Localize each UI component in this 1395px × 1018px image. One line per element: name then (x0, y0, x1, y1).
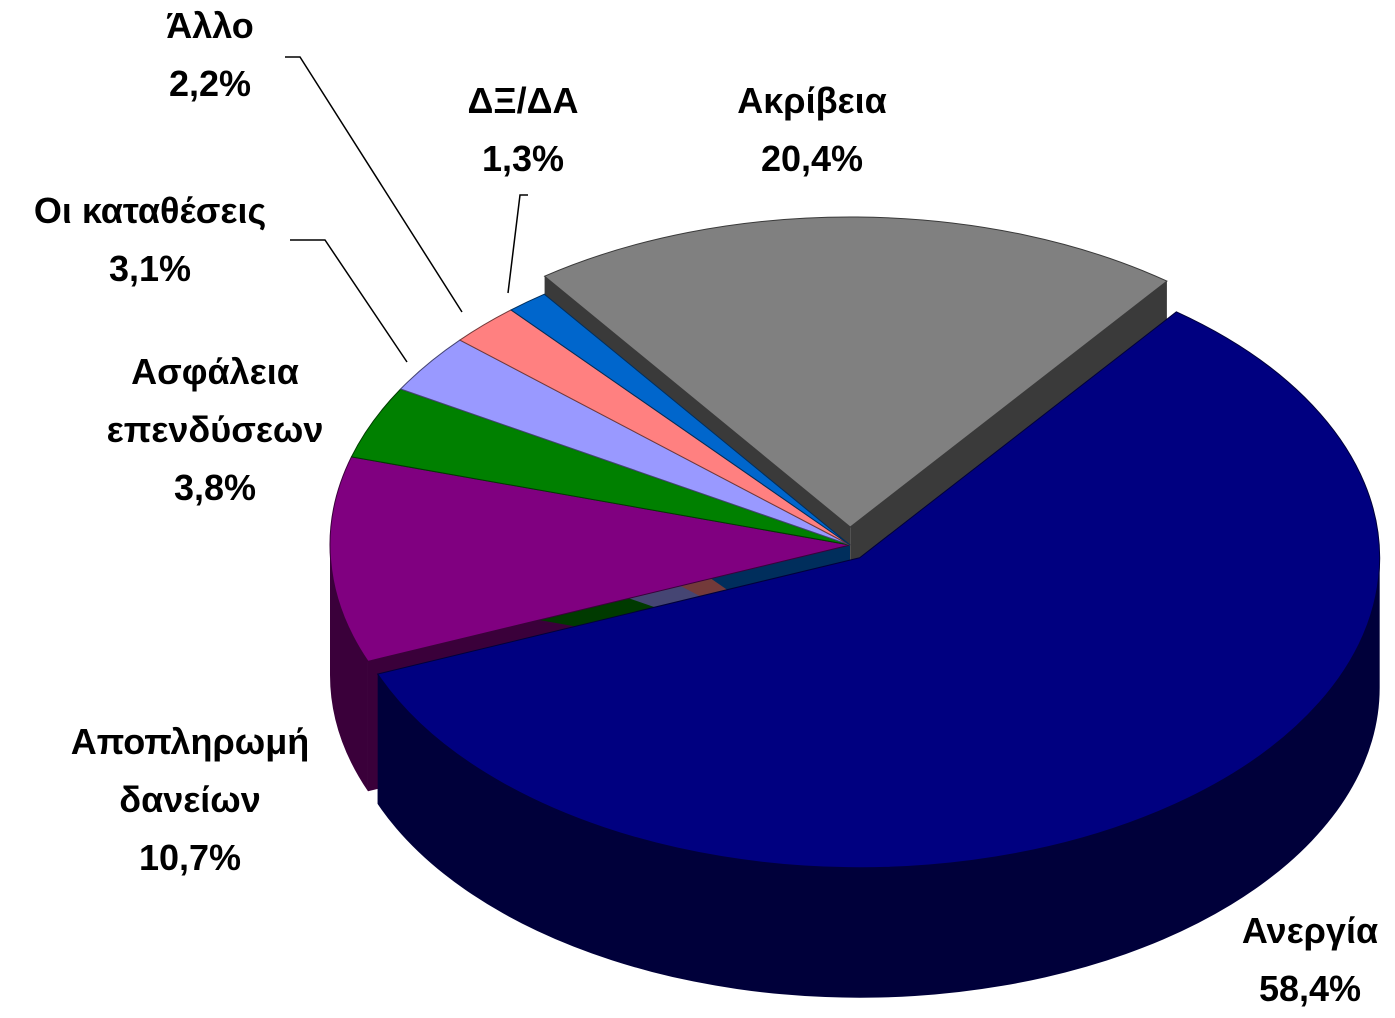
slice-label: Άλλο 2,2% (110, 0, 310, 113)
slice-name: Ασφάλεια επενδύσεων (106, 351, 324, 450)
pie-slice (329, 456, 851, 662)
slice-label: Οι καταθέσεις 3,1% (0, 182, 300, 298)
slice-name: Αποπληρωμή δανείων (70, 721, 310, 820)
leader-line (290, 239, 408, 363)
pie-slice (510, 293, 851, 546)
pie-slice (543, 216, 1168, 528)
slice-name: Ακρίβεια (737, 80, 887, 121)
slice-label: Ασφάλεια επενδύσεων 3,8% (65, 343, 365, 517)
slice-value: 10,7% (138, 837, 242, 878)
leader-line (507, 194, 528, 294)
slice-label: Αποπληρωμή δανείων 10,7% (30, 713, 350, 887)
slice-value: 58,4% (1258, 968, 1362, 1009)
slice-name: ΔΞ/ΔΑ (467, 80, 579, 121)
slice-value: 3,1% (108, 248, 192, 289)
slice-tops (329, 216, 1381, 869)
slice-value: 2,2% (168, 63, 252, 104)
slice-name: Άλλο (166, 5, 254, 46)
slice-value: 3,8% (173, 467, 257, 508)
slice-value: 1,3% (481, 138, 565, 179)
slice-name: Ανεργία (1241, 910, 1379, 951)
slice-wall (330, 545, 368, 792)
slice-walls (330, 545, 1380, 998)
slice-wall (377, 557, 1380, 998)
slice-name: Οι καταθέσεις (33, 190, 267, 231)
slice-label: ΔΞ/ΔΑ 1,3% (423, 72, 623, 188)
slice-label: Ανεργία 58,4% (1160, 902, 1395, 1018)
pie-slice (376, 311, 1381, 869)
slice-label: Ακρίβεια 20,4% (662, 72, 962, 188)
slice-value: 20,4% (760, 138, 864, 179)
leader-line (285, 56, 463, 313)
